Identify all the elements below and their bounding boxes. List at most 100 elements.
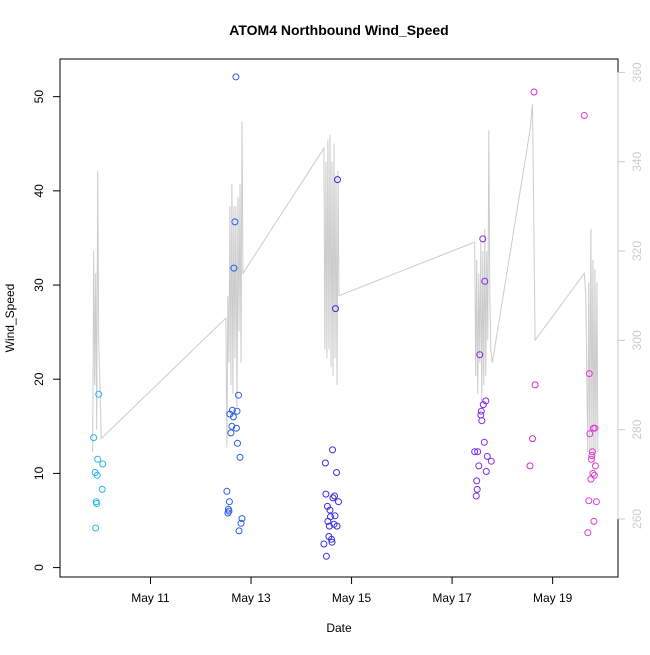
data-point: [531, 381, 539, 389]
data-point: [231, 218, 239, 226]
data-point: [93, 471, 101, 479]
data-point: [473, 485, 481, 493]
data-point: [322, 552, 330, 560]
data-point: [333, 469, 340, 476]
data-point: [223, 487, 231, 495]
data-point: [232, 73, 240, 81]
y-tick-label: 40: [32, 184, 46, 198]
data-point: [591, 424, 599, 432]
data-point: [93, 500, 101, 507]
y-axis: 0 10 20 30 40 50: [32, 90, 61, 571]
y2-tick-label: 280: [630, 419, 644, 439]
data-point: [332, 305, 339, 313]
data-point: [229, 413, 237, 421]
data-point: [329, 446, 336, 454]
data-point: [530, 88, 538, 96]
data-point: [588, 448, 596, 456]
y2-tick-label: 340: [630, 151, 644, 171]
data-point: [334, 176, 341, 184]
data-point: [335, 498, 342, 506]
data-point: [228, 406, 236, 414]
data-point: [230, 264, 238, 272]
data-point: [329, 494, 337, 502]
points-layer: [90, 73, 600, 560]
secondary-line-layer: [92, 103, 599, 466]
data-point: [321, 459, 329, 467]
secondary-y-axis: 260 280 300 320 340 360: [617, 62, 644, 529]
data-point: [472, 492, 480, 500]
x-tick-label: May 15: [332, 591, 372, 605]
y-tick-label: 30: [32, 278, 46, 292]
data-point: [480, 438, 488, 446]
y2-tick-label: 320: [630, 241, 644, 261]
data-point: [232, 424, 240, 432]
data-point: [580, 112, 588, 119]
data-point: [90, 434, 98, 442]
data-point: [94, 455, 102, 463]
data-point: [482, 397, 490, 405]
data-point: [328, 538, 336, 546]
data-point: [471, 448, 479, 456]
data-point: [478, 417, 486, 425]
data-point: [99, 460, 107, 468]
data-point: [333, 522, 341, 530]
data-point: [473, 477, 481, 485]
data-point: [238, 515, 246, 523]
data-point: [98, 485, 106, 493]
data-point: [92, 524, 100, 532]
y2-tick-label: 260: [630, 509, 644, 529]
secondary-series-line: [92, 103, 599, 466]
data-point: [590, 517, 598, 525]
data-point: [235, 391, 242, 399]
x-tick-label: May 13: [231, 591, 271, 605]
data-point: [476, 351, 484, 359]
data-point: [592, 498, 600, 506]
data-point: [591, 462, 599, 470]
y-tick-label: 20: [32, 372, 46, 386]
data-point: [474, 448, 482, 456]
x-axis: May 11 May 13 May 15 May 17 May 19: [131, 576, 573, 605]
data-point: [584, 529, 592, 537]
x-tick-label: May 17: [432, 591, 472, 605]
data-point: [483, 452, 491, 460]
data-point: [475, 462, 483, 470]
data-point: [331, 492, 338, 500]
data-point: [236, 453, 244, 461]
y-tick-label: 50: [32, 90, 46, 104]
data-point: [587, 475, 595, 483]
data-point: [326, 506, 334, 514]
data-point: [234, 439, 241, 447]
data-point: [482, 468, 490, 475]
data-point: [477, 407, 485, 415]
x-tick-label: May 11: [131, 591, 170, 605]
y-axis-label: Wind_Speed: [3, 284, 17, 353]
x-tick-label: May 19: [533, 591, 573, 605]
data-point: [585, 370, 593, 378]
data-point: [587, 455, 595, 463]
data-point: [233, 407, 241, 415]
data-point: [235, 527, 243, 535]
chart-title: ATOM4 Northbound Wind_Speed: [229, 22, 448, 38]
data-point: [588, 452, 596, 459]
data-point: [225, 498, 233, 506]
x-axis-label: Date: [326, 621, 352, 635]
data-point: [328, 535, 335, 543]
data-point: [526, 462, 534, 470]
y-tick-label: 0: [32, 564, 46, 571]
data-point: [327, 513, 334, 521]
y2-tick-label: 360: [630, 62, 644, 82]
data-point: [529, 435, 536, 443]
data-point: [589, 469, 597, 477]
data-point: [585, 497, 593, 505]
data-point: [225, 507, 233, 515]
data-point: [487, 457, 495, 465]
data-point: [227, 429, 235, 437]
plot-frame: [59, 58, 619, 578]
data-point: [331, 512, 339, 520]
data-point: [325, 522, 333, 530]
data-point: [481, 277, 489, 285]
data-point: [95, 390, 103, 398]
data-point: [590, 471, 598, 479]
